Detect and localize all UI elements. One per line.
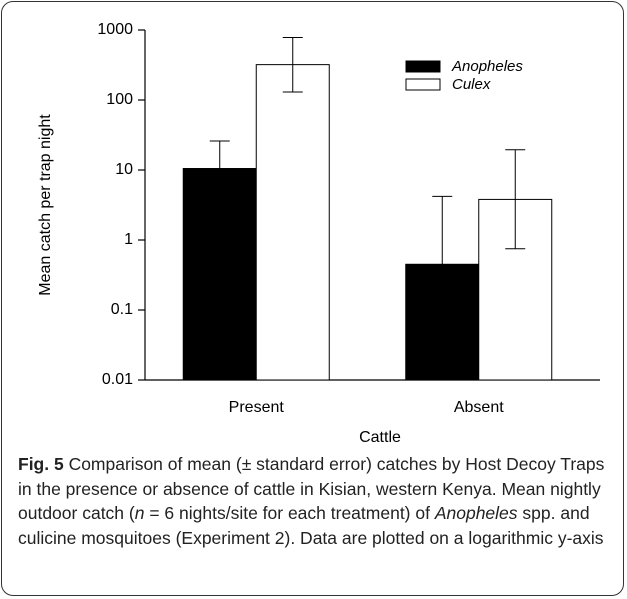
legend-label: Culex — [452, 76, 491, 93]
caption-part: Anopheles — [434, 503, 518, 523]
y-tick-label: 10 — [115, 161, 133, 178]
x-tick-label: Present — [229, 399, 285, 416]
caption-part: Comparison of mean (± standard error) ca… — [18, 454, 605, 523]
y-tick-label: 0.1 — [111, 301, 133, 318]
bar — [182, 168, 257, 381]
legend-label: Anopheles — [451, 58, 523, 75]
legend-swatch — [405, 78, 441, 91]
bar — [255, 64, 330, 381]
chart: Cattle Mean catch per trap night 0.01 0.1… — [37, 21, 600, 446]
x-tick-label: Absent — [454, 399, 504, 416]
caption-part: spp. and culicine mosquitoes (Experiment… — [18, 503, 604, 548]
caption-part: n — [134, 503, 145, 523]
caption: Fig. 5 Comparison of mean (± standard er… — [18, 452, 613, 550]
y-axis-label: Mean catch per trap night — [37, 114, 54, 296]
y-tick-label: 1000 — [97, 21, 133, 38]
legend-swatch — [405, 60, 441, 73]
caption-part: = 6 nights/site for each treatment) of — [144, 503, 435, 523]
y-tick-label: 0.01 — [102, 371, 133, 388]
y-tick-label: 100 — [106, 91, 133, 108]
x-axis-label: Cattle — [359, 429, 401, 446]
caption-part: Fig. 5 — [18, 454, 64, 474]
y-tick-label: 1 — [124, 231, 133, 248]
